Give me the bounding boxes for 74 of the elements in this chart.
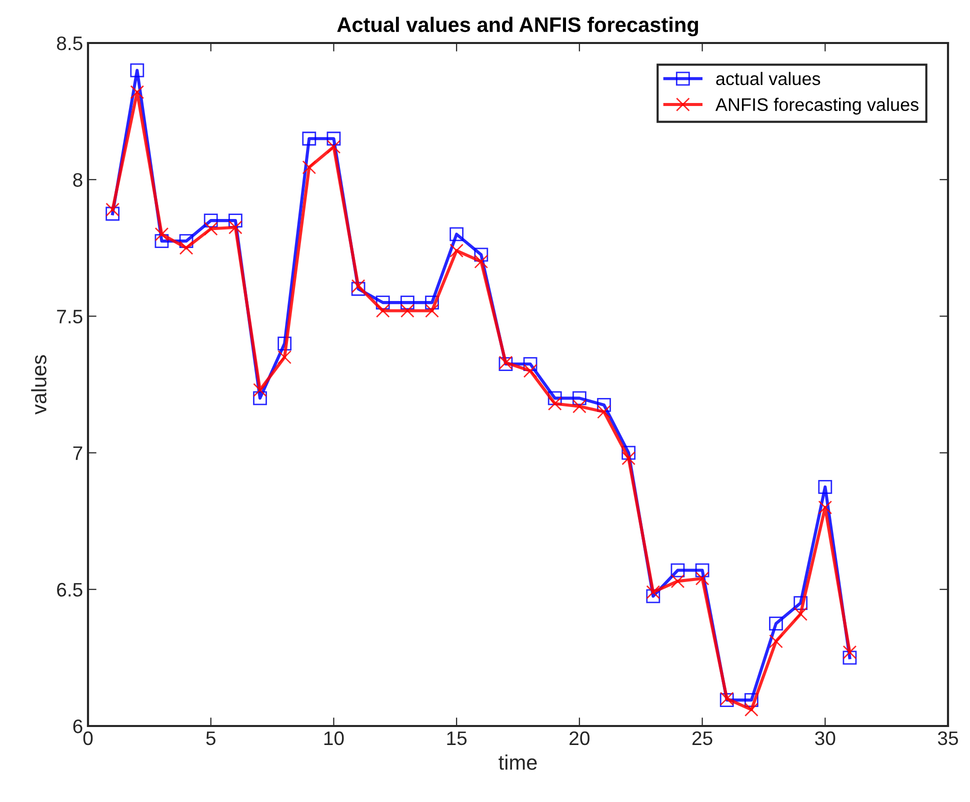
point	[179, 240, 194, 255]
point	[572, 391, 586, 406]
point	[744, 693, 758, 707]
point	[794, 596, 808, 610]
x-axis-title: time	[498, 754, 537, 770]
point	[474, 254, 488, 269]
legend-label: actual values	[716, 72, 820, 86]
point	[351, 282, 366, 296]
point	[572, 399, 586, 414]
x-tick-label: 25	[692, 731, 712, 746]
x-tick-label: 10	[324, 731, 344, 746]
point	[278, 336, 292, 350]
point	[474, 248, 488, 262]
y-tick-label: 6.5	[57, 582, 82, 597]
y-tick-label: 6	[73, 719, 82, 734]
point	[548, 396, 562, 411]
point	[400, 296, 414, 310]
point	[228, 220, 242, 234]
y-tick-label: 8	[73, 173, 82, 187]
point	[376, 304, 390, 318]
point	[769, 616, 783, 630]
point	[326, 140, 341, 154]
point	[842, 645, 857, 660]
point	[154, 234, 169, 248]
point	[302, 160, 316, 174]
point	[842, 650, 857, 665]
point	[794, 607, 808, 621]
y-tick-label: 7	[73, 446, 82, 460]
x-tick-label: 35	[938, 731, 958, 746]
point	[523, 364, 538, 378]
point	[695, 563, 710, 578]
x-tick-label: 30	[815, 731, 836, 746]
point	[646, 585, 660, 600]
point	[818, 480, 832, 494]
point	[228, 214, 242, 228]
point	[450, 227, 464, 242]
point	[695, 572, 710, 586]
x-tick-label: 5	[206, 732, 216, 746]
point	[106, 202, 120, 217]
x-tick-label: 15	[447, 732, 467, 746]
point	[769, 634, 783, 648]
point	[425, 304, 439, 318]
point	[130, 63, 144, 78]
point	[179, 234, 194, 248]
point	[302, 132, 316, 146]
point	[376, 296, 390, 310]
y-tick-label: 8.5	[56, 36, 82, 50]
y-axis-title: values	[31, 355, 46, 415]
point	[253, 383, 267, 397]
point	[400, 304, 414, 318]
point	[326, 132, 341, 146]
point	[106, 206, 120, 221]
point	[744, 702, 758, 717]
point	[670, 574, 685, 588]
legend-label: ANFIS forecasting values	[715, 98, 918, 115]
point	[204, 222, 218, 236]
point	[646, 589, 660, 604]
point	[130, 85, 144, 100]
point	[253, 391, 267, 406]
point	[425, 296, 439, 310]
chart-title: Actual values and ANFIS forecasting	[337, 16, 698, 36]
x-tick-label: 20	[570, 731, 590, 746]
point	[818, 500, 832, 514]
point	[204, 214, 218, 228]
point	[670, 563, 685, 578]
point	[450, 244, 464, 258]
y-tick-label: 7.5	[57, 310, 82, 324]
point	[351, 279, 366, 294]
x-tick-label: 0	[83, 731, 93, 746]
point	[622, 451, 636, 466]
point	[154, 227, 169, 242]
point	[597, 404, 611, 419]
point	[622, 446, 636, 460]
point	[278, 350, 292, 364]
